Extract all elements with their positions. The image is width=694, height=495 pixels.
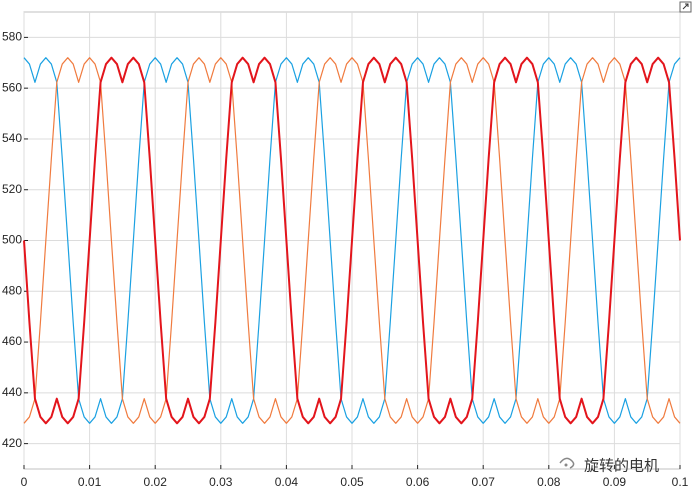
series-line — [23, 57, 681, 424]
watermark-text: 旋转的电机 — [584, 457, 659, 475]
watermark: 旋转的电机 — [559, 457, 659, 475]
x-tick-label: 0.06 — [406, 475, 430, 489]
y-tick-label: 460 — [2, 334, 22, 348]
y-tick-label: 540 — [2, 131, 22, 145]
x-tick-label: 0.09 — [603, 475, 627, 489]
y-tick-label: 420 — [2, 436, 22, 450]
x-tick-label: 0.08 — [537, 475, 561, 489]
y-tick-label: 480 — [2, 283, 22, 297]
x-tick-label: 0.05 — [340, 475, 364, 489]
x-tick-label: 0.01 — [78, 475, 102, 489]
y-tick-label: 440 — [2, 385, 22, 399]
y-tick-label: 520 — [2, 182, 22, 196]
x-tick-label: 0.02 — [144, 475, 168, 489]
x-tick-label: 0.1 — [672, 475, 689, 489]
y-tick-label: 500 — [2, 233, 22, 247]
series-line — [23, 57, 681, 424]
x-tick-label: 0.04 — [275, 475, 299, 489]
y-tick-label: 560 — [2, 80, 22, 94]
y-tick-label: 580 — [2, 30, 22, 44]
expand-icon — [679, 1, 692, 13]
series-line — [23, 56, 681, 425]
x-tick-label: 0 — [21, 475, 28, 489]
x-tick-label: 0.03 — [209, 475, 233, 489]
x-tick-label: 0.07 — [472, 475, 496, 489]
